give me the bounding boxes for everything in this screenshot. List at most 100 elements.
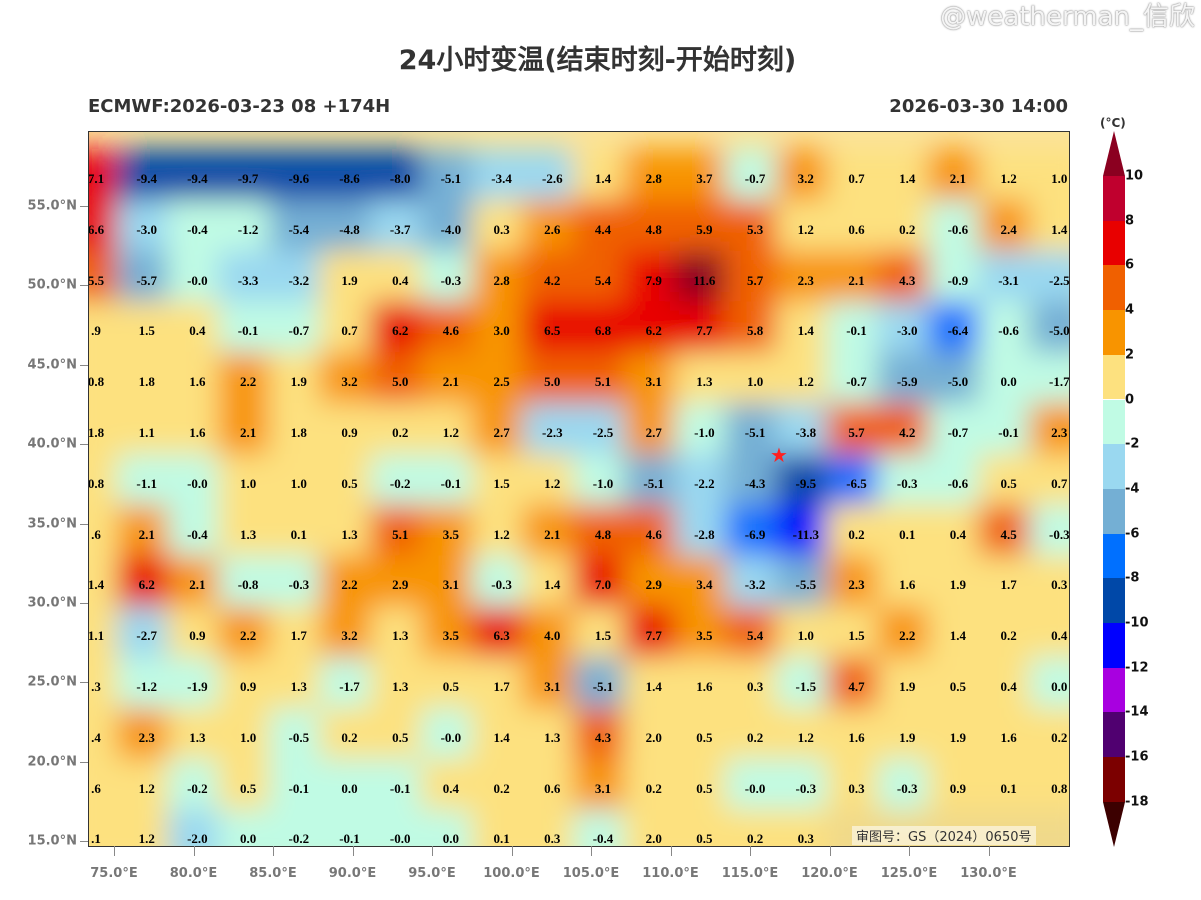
grid-value: -3.0: [136, 221, 157, 237]
grid-value: 1.3: [239, 526, 257, 542]
field-cell: [775, 555, 836, 616]
field-cell: [877, 606, 938, 667]
grid-value: 7.1: [88, 171, 105, 186]
grid-value: 0.8: [1051, 780, 1068, 796]
field-cell: [370, 352, 431, 413]
grid-value: 0.2: [746, 729, 764, 745]
grid-value: -1.0: [694, 425, 715, 440]
field-cell: [218, 758, 279, 819]
field-cell: [471, 403, 532, 463]
grid-value: .3: [91, 679, 101, 694]
field-cell: [725, 403, 786, 463]
grid-value: 1.2: [493, 526, 510, 542]
grid-value: -0.1: [440, 475, 462, 491]
field-cell: [522, 809, 583, 846]
field-cell: [826, 758, 887, 819]
lon-tick: [591, 846, 592, 856]
field-cell: [420, 199, 481, 260]
colorbar-segment: [1103, 354, 1125, 400]
lat-label: 20.0°N: [27, 754, 77, 770]
grid-value: 1.2: [544, 475, 561, 491]
grid-value: 2.1: [239, 425, 257, 440]
grid-value: 2.1: [189, 577, 206, 593]
grid-value: 1.4: [797, 323, 814, 339]
field-cell: [674, 250, 735, 311]
grid-value: -5.1: [643, 475, 664, 491]
grid-value: 1.8: [88, 425, 105, 440]
field-cell: [927, 504, 988, 565]
grid-value: -9.4: [187, 171, 208, 186]
grid-value: -0.9: [947, 272, 969, 288]
field-cell: [167, 504, 228, 565]
field-cell: [268, 453, 329, 514]
field-cell: [573, 403, 633, 463]
field-cell: [218, 504, 279, 565]
lat-tick: [80, 364, 88, 366]
field-cell: [826, 250, 887, 311]
grid-value: 0.0: [442, 831, 460, 847]
grid-value: 2.2: [239, 374, 257, 390]
grid-value: 0.0: [341, 780, 358, 796]
field-cell: [268, 707, 329, 768]
field-cell: [218, 657, 279, 717]
grid-value: -9.4: [136, 171, 157, 186]
lon-label: 125.0°E: [880, 866, 938, 881]
field-cell: [522, 352, 583, 413]
grid-value: 2.1: [544, 526, 561, 542]
grid-value: -5.9: [896, 374, 918, 390]
field-cell: [319, 149, 380, 209]
grid-value: -2.2: [694, 475, 715, 491]
grid-value: -5.0: [1049, 323, 1070, 339]
lat-tick: [80, 841, 88, 842]
colorbar-label: -16: [1125, 749, 1149, 765]
field-cell: [1029, 301, 1069, 362]
grid-value: 2.8: [493, 272, 510, 288]
field-cell: [1029, 758, 1069, 819]
grid-value: 1.4: [1051, 221, 1068, 237]
field-cell: [370, 504, 431, 565]
field-cell: [623, 809, 684, 846]
grid-value: 1.0: [290, 475, 307, 491]
grid-value: 2.3: [138, 729, 155, 745]
lon-label: 80.0°E: [169, 866, 218, 881]
field-cell: [927, 657, 988, 717]
field-cell: [573, 301, 633, 362]
grid-value: -0.0: [440, 729, 462, 745]
lat-label: 55.0°N: [27, 198, 77, 214]
grid-value: -0.3: [896, 780, 918, 796]
grid-value: 0.5: [696, 831, 713, 847]
field-cell: [268, 301, 329, 362]
field-cell: [268, 758, 329, 819]
grid-value: 1.7: [290, 628, 307, 644]
grid-value: 6.2: [645, 323, 662, 339]
grid-value: 1.2: [797, 221, 814, 237]
grid-value: 1.6: [189, 374, 206, 390]
grid-value: -4.3: [744, 475, 766, 491]
grid-value: 3.0: [493, 323, 510, 339]
lon-label: 120.0°E: [801, 866, 858, 881]
field-cell: [116, 149, 177, 209]
field-cell: [420, 657, 481, 717]
field-cell: [978, 453, 1039, 514]
grid-value: 3.1: [544, 679, 561, 694]
grid-value: -1.7: [339, 679, 360, 694]
field-cell: [826, 403, 887, 463]
grid-value: 2.6: [544, 221, 561, 237]
lat-tick: [80, 602, 88, 604]
lon-label: 85.0°E: [249, 866, 297, 881]
field-cell: [725, 758, 786, 819]
grid-value: 1.3: [392, 679, 409, 694]
grid-value: -5.1: [744, 425, 766, 440]
field-cell: [218, 250, 279, 311]
field-cell: [268, 606, 329, 667]
colorbar-segment: [1103, 533, 1125, 579]
colorbar-label: 6: [1125, 257, 1135, 273]
field-cell: [623, 657, 684, 717]
colorbar-label: -10: [1125, 615, 1149, 631]
field-cell: [319, 707, 380, 768]
field-cell: [319, 809, 380, 846]
field-cell: [370, 555, 431, 616]
grid-value: 3.2: [341, 628, 358, 644]
field-cell: [623, 707, 684, 768]
grid-value: -0.4: [592, 831, 614, 847]
